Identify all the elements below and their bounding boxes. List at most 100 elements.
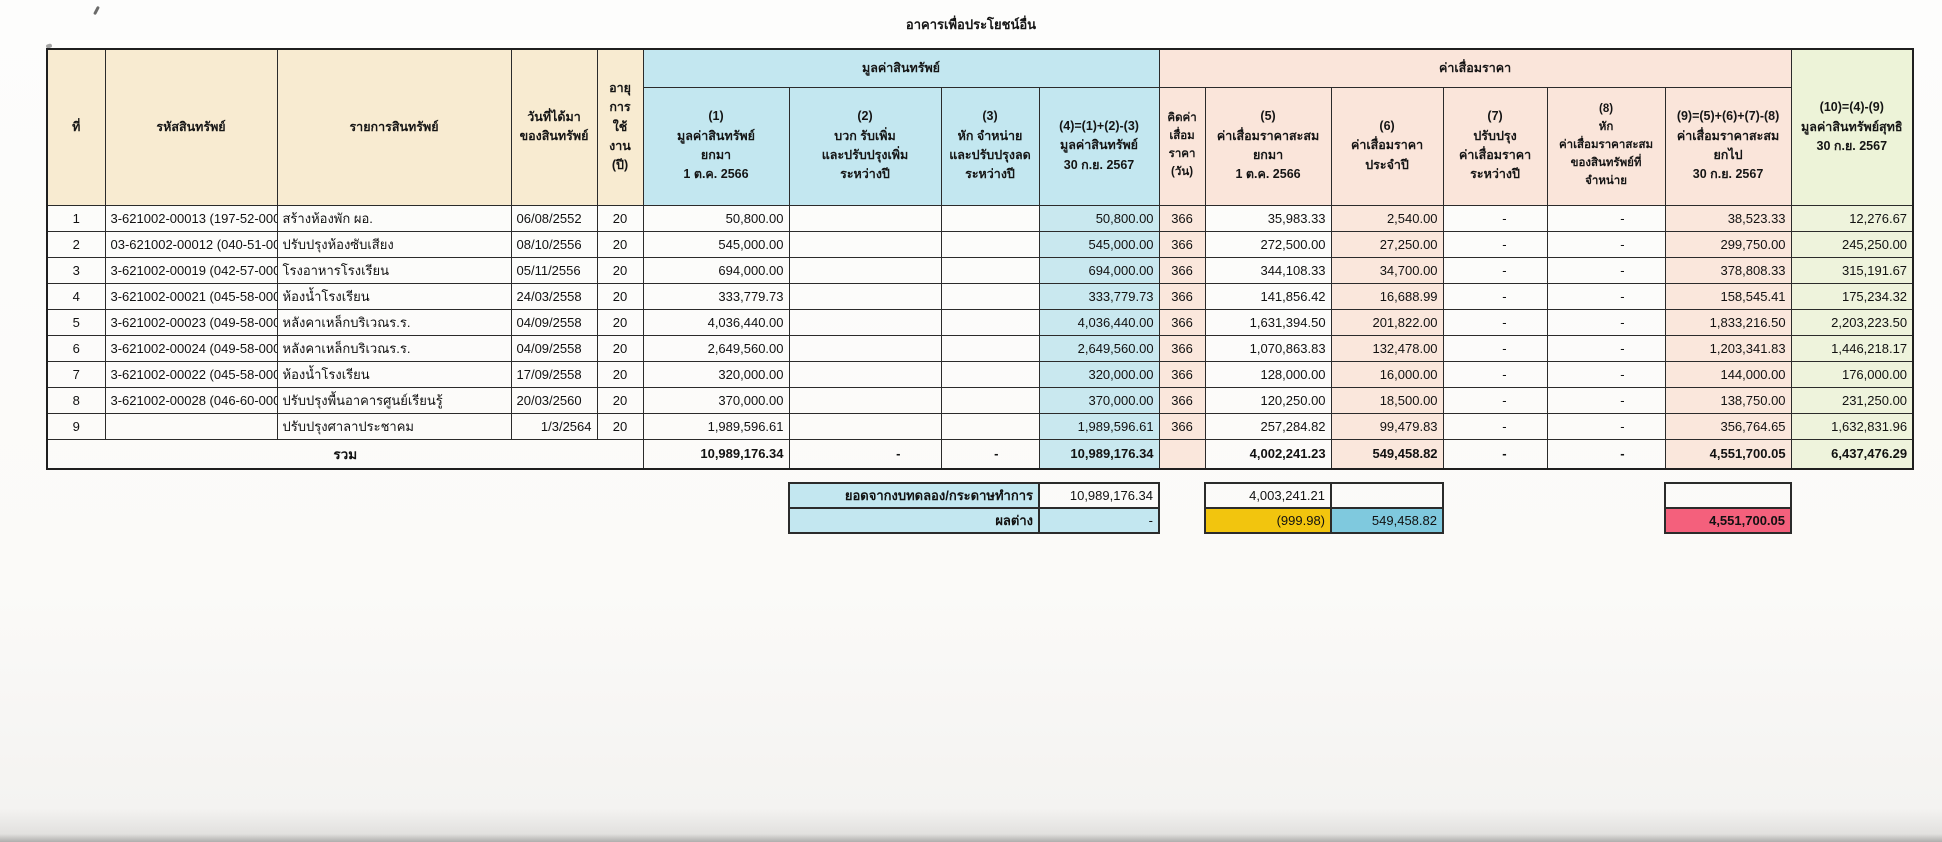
total-col3: - xyxy=(940,438,1040,470)
table-row: 7 3-621002-00022 (045-58-000 ห้องน้ำโรงเรี… xyxy=(46,360,1914,388)
cell-c2 xyxy=(788,412,942,440)
cell-days: 366 xyxy=(1158,282,1206,310)
cell-code: 3-621002-00019 (042-57-000 xyxy=(104,256,278,284)
cell-c3 xyxy=(940,230,1040,258)
cell-life: 20 xyxy=(596,308,644,336)
cell-c8: - xyxy=(1546,230,1666,258)
table-row: 5 3-621002-00023 (049-58-000 หลังคาเหล็กบร… xyxy=(46,308,1914,336)
cell-c1: 4,036,440.00 xyxy=(642,308,790,336)
table-row: 2 03-621002-00012 (040-51-00 ปรับปรุงห้องซ… xyxy=(46,230,1914,258)
cell-c5: 272,500.00 xyxy=(1204,230,1332,258)
cell-c6: 16,688.99 xyxy=(1330,282,1444,310)
cell-c8: - xyxy=(1546,204,1666,232)
cell-c2 xyxy=(788,386,942,414)
cell-c4: 370,000.00 xyxy=(1038,386,1160,414)
cell-days: 366 xyxy=(1158,256,1206,284)
cell-days: 366 xyxy=(1158,308,1206,336)
table-row: 3 3-621002-00019 (042-57-000 โรงอาหารโรงเร… xyxy=(46,256,1914,284)
cell-c8: - xyxy=(1546,256,1666,284)
total-col8: - xyxy=(1546,438,1666,470)
total-col5: 4,002,241.23 xyxy=(1204,438,1332,470)
page-title: อาคารเพื่อประโยชน์อื่น xyxy=(905,17,1037,32)
cell-code xyxy=(104,412,278,440)
cell-no: 3 xyxy=(46,256,106,284)
cell-c9: 38,523.33 xyxy=(1664,204,1792,232)
cell-c9: 356,764.65 xyxy=(1664,412,1792,440)
asset-depreciation-table: ที่ รหัสสินทรัพย์ รายการสินทรัพย์ วันที่… xyxy=(46,48,1915,470)
total-days xyxy=(1158,438,1206,470)
cell-c10: 176,000.00 xyxy=(1790,360,1914,388)
cell-c2 xyxy=(788,256,942,284)
cell-c5: 141,856.42 xyxy=(1204,282,1332,310)
cell-c2 xyxy=(788,282,942,310)
cell-c3 xyxy=(940,308,1040,336)
total-col10: 6,437,476.29 xyxy=(1790,438,1914,470)
header-useful-life: อายุการ ใช้งาน (ปี) xyxy=(596,48,644,206)
cell-c10: 315,191.67 xyxy=(1790,256,1914,284)
cell-days: 366 xyxy=(1158,386,1206,414)
cell-c5: 344,108.33 xyxy=(1204,256,1332,284)
cell-c1: 694,000.00 xyxy=(642,256,790,284)
cell-c5: 257,284.82 xyxy=(1204,412,1332,440)
cell-life: 20 xyxy=(596,256,644,284)
cell-life: 20 xyxy=(596,230,644,258)
asset-table-wrap: ที่ รหัสสินทรัพย์ รายการสินทรัพย์ วันที่… xyxy=(46,48,1915,470)
cell-c10: 2,203,223.50 xyxy=(1790,308,1914,336)
total-col2: - xyxy=(788,438,942,470)
cell-no: 7 xyxy=(46,360,106,388)
cell-c4: 2,649,560.00 xyxy=(1038,334,1160,362)
cell-date: 24/03/2558 xyxy=(510,282,598,310)
cell-c4: 1,989,596.61 xyxy=(1038,412,1160,440)
total-row: รวม 10,989,176.34 - - 10,989,176.34 4,00… xyxy=(46,438,1914,470)
cell-c6: 18,500.00 xyxy=(1330,386,1444,414)
cell-c9: 1,833,216.50 xyxy=(1664,308,1792,336)
table-row: 1 3-621002-00013 (197-52-000 สร้างห้องพัก … xyxy=(46,204,1914,232)
cell-life: 20 xyxy=(596,412,644,440)
cell-c3 xyxy=(940,412,1040,440)
cell-date: 04/09/2558 xyxy=(510,334,598,362)
cell-c3 xyxy=(940,204,1040,232)
cell-name: ปรับปรุงศาลาประชาคม xyxy=(276,412,512,440)
cell-life: 20 xyxy=(596,386,644,414)
cell-code: 3-621002-00021 (045-58-000 xyxy=(104,282,278,310)
total-col7: - xyxy=(1442,438,1548,470)
cell-c2 xyxy=(788,334,942,362)
cell-c8: - xyxy=(1546,360,1666,388)
cell-c1: 370,000.00 xyxy=(642,386,790,414)
cell-c10: 175,234.32 xyxy=(1790,282,1914,310)
scan-edge-shadow xyxy=(0,834,1942,842)
trial-balance-label: ยอดจากงบทดลอง/กระดาษทำการ xyxy=(789,483,1039,508)
header-col3: (3) หัก จำหน่าย และปรับปรุงลด ระหว่างปี xyxy=(940,86,1040,206)
cell-life: 20 xyxy=(596,204,644,232)
cell-c2 xyxy=(788,230,942,258)
cell-code: 3-621002-00023 (049-58-000 xyxy=(104,308,278,336)
cell-date: 06/08/2552 xyxy=(510,204,598,232)
cell-no: 4 xyxy=(46,282,106,310)
header-col6: (6) ค่าเสื่อมราคา ประจำปี xyxy=(1330,86,1444,206)
cell-name: สร้างห้องพัก ผอ. xyxy=(276,204,512,232)
cell-c7: - xyxy=(1442,204,1548,232)
cell-c6: 132,478.00 xyxy=(1330,334,1444,362)
cell-c6: 34,700.00 xyxy=(1330,256,1444,284)
cell-c5: 1,070,863.83 xyxy=(1204,334,1332,362)
cell-c3 xyxy=(940,334,1040,362)
trial-balance-box: ยอดจากงบทดลอง/กระดาษทำการ 10,989,176.34 … xyxy=(788,482,1160,534)
cell-name: โรงอาหารโรงเรียน xyxy=(276,256,512,284)
cell-life: 20 xyxy=(596,282,644,310)
cell-date: 17/09/2558 xyxy=(510,360,598,388)
cell-c7: - xyxy=(1442,412,1548,440)
cell-code: 3-621002-00024 (049-58-000 xyxy=(104,334,278,362)
cell-date: 05/11/2556 xyxy=(510,256,598,284)
header-col8: (8) หัก ค่าเสื่อมราคาสะสม ของสินทรัพย์ที… xyxy=(1546,86,1666,206)
cell-c3 xyxy=(940,360,1040,388)
cell-c5: 1,631,394.50 xyxy=(1204,308,1332,336)
cell-c8: - xyxy=(1546,386,1666,414)
cell-code: 03-621002-00012 (040-51-00 xyxy=(104,230,278,258)
cell-c5: 120,250.00 xyxy=(1204,386,1332,414)
difference-value: - xyxy=(1039,508,1159,533)
cell-c1: 333,779.73 xyxy=(642,282,790,310)
cell-c6: 27,250.00 xyxy=(1330,230,1444,258)
cell-days: 366 xyxy=(1158,204,1206,232)
header-col5: (5) ค่าเสื่อมราคาสะสม ยกมา 1 ต.ค. 2566 xyxy=(1204,86,1332,206)
